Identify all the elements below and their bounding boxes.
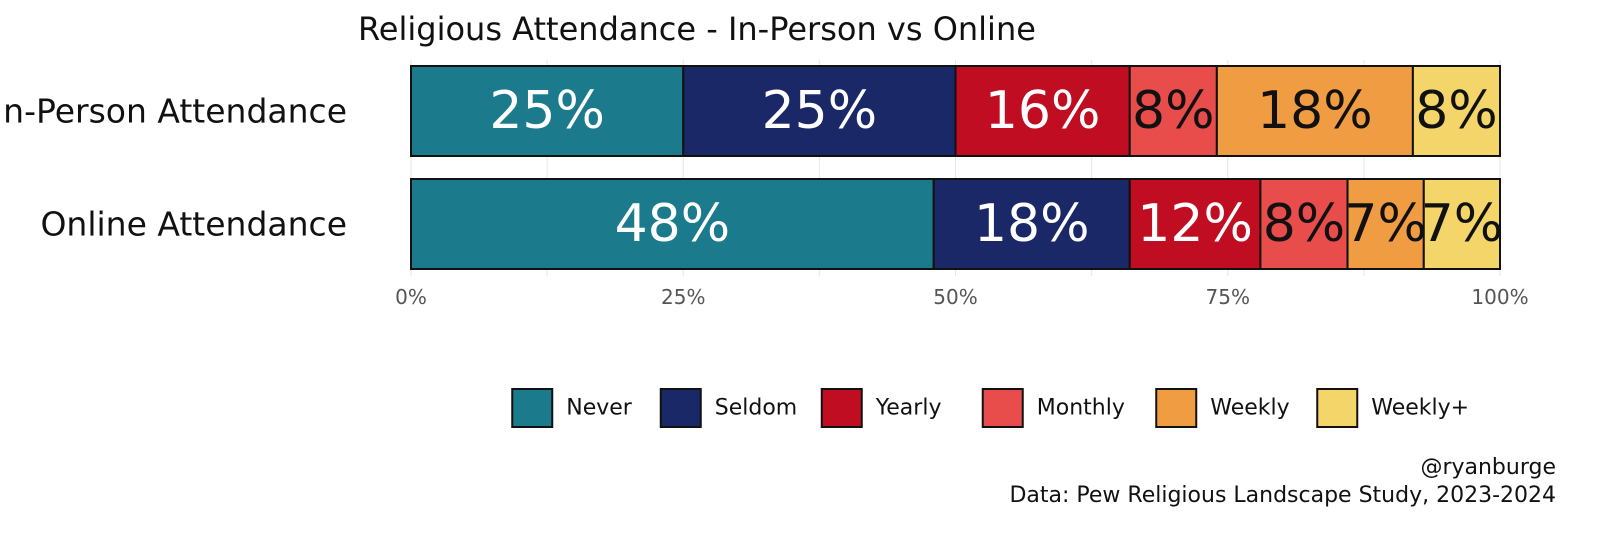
bar-segment-yearly-1 (1128, 178, 1262, 270)
legend-swatch (659, 388, 702, 428)
legend-swatch (981, 388, 1024, 428)
bar-segment-monthly-1 (1259, 178, 1349, 270)
value-label: 7% (1344, 194, 1427, 254)
caption-handle: @ryanburge (1420, 455, 1556, 480)
bar-segment-seldom-1 (932, 178, 1131, 270)
value-label: 18% (974, 194, 1090, 254)
category-labels: In-Person Attendance Online Attendance (0, 92, 347, 244)
value-label: 8% (1415, 81, 1498, 141)
bar-segment-seldom-0 (682, 65, 957, 157)
category-label: Online Attendance (40, 205, 347, 244)
category-label: In-Person Attendance (0, 92, 347, 131)
legend-label: Never (566, 396, 633, 421)
legend-swatch (511, 388, 554, 428)
value-label: 48% (615, 194, 731, 254)
bar-segment-weekly-plus-1 (1422, 178, 1502, 270)
legend-label: Weekly+ (1371, 396, 1469, 421)
legend-label: Monthly (1037, 396, 1125, 421)
x-tick-label: 25% (661, 285, 705, 309)
value-label: 12% (1137, 194, 1253, 254)
value-label: 25% (762, 81, 878, 141)
value-label: 25% (489, 81, 605, 141)
value-label-layer: 25% 25% 16% 8% 18% 8%48% 18% 12% 8% 7%7% (489, 81, 1503, 254)
bar-layer (410, 65, 1502, 270)
legend-swatch (820, 388, 863, 428)
value-label: 8% (1263, 194, 1346, 254)
x-tick-label: 75% (1206, 285, 1250, 309)
bar-segment-monthly-0 (1128, 65, 1218, 157)
value-label: 16% (985, 81, 1101, 141)
x-tick-label: 0% (395, 285, 427, 309)
bar-segment-never-1 (410, 178, 935, 270)
legend: Never Seldom Yearly Monthly Weekly Weekly+ (511, 388, 1469, 428)
value-label: 8% (1132, 81, 1215, 141)
bar-segment-weekly-1 (1346, 178, 1425, 270)
x-axis-ticks: 0% 25% 50% 75% 100% (395, 285, 1528, 309)
value-label: 7% (1421, 194, 1504, 254)
legend-swatch (1316, 388, 1359, 428)
x-tick-label: 100% (1471, 285, 1528, 309)
legend-label: Weekly (1210, 396, 1289, 421)
caption-source: Data: Pew Religious Landscape Study, 202… (1009, 483, 1556, 508)
bar-segment-weekly-plus-0 (1411, 65, 1502, 157)
legend-swatch (1155, 388, 1198, 428)
legend-label: Seldom (715, 396, 797, 421)
bar-segment-yearly-0 (954, 65, 1131, 157)
value-label: 18% (1257, 81, 1373, 141)
chart-title: Religious Attendance - In-Person vs Onli… (358, 10, 1036, 48)
x-tick-label: 50% (933, 285, 977, 309)
legend-label: Yearly (875, 396, 942, 421)
bar-segment-weekly-0 (1215, 65, 1414, 157)
